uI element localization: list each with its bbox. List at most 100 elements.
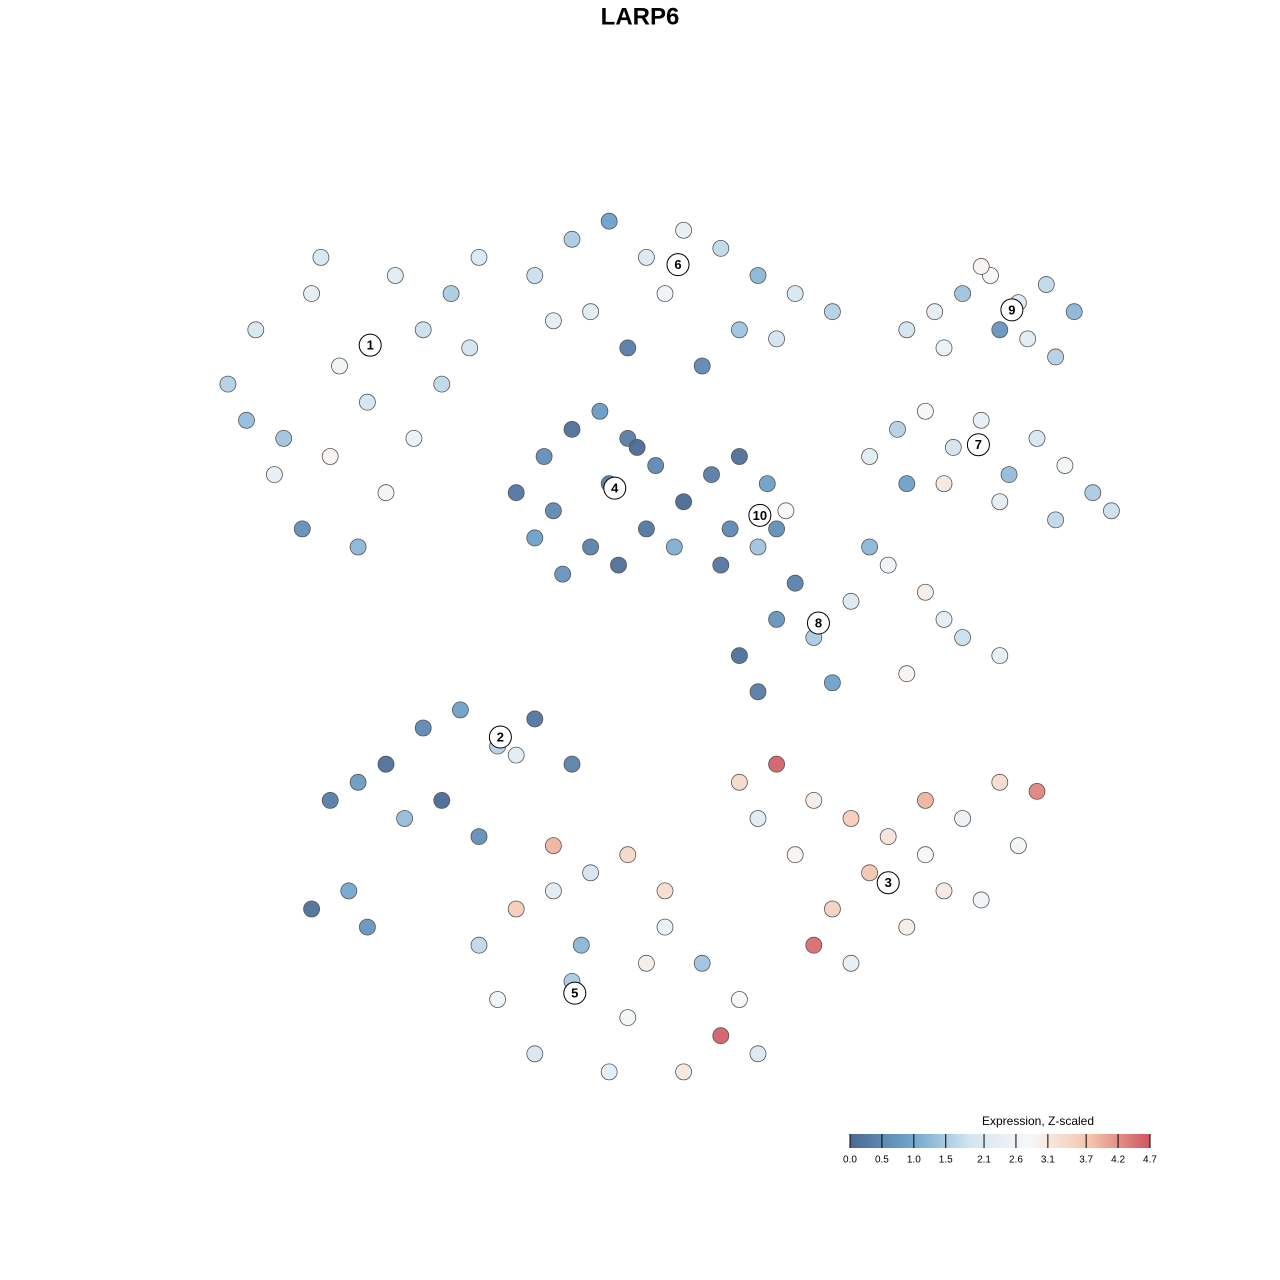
cluster-label: 8	[815, 615, 822, 630]
point	[749, 683, 767, 701]
cluster-label-bg	[603, 476, 627, 500]
point	[917, 846, 934, 864]
point	[563, 230, 581, 248]
cluster-label-bg	[666, 253, 690, 277]
cluster-label-bg	[876, 871, 900, 895]
cluster-label-bg	[1000, 298, 1024, 322]
point	[842, 592, 860, 610]
point	[610, 556, 627, 574]
point	[926, 303, 944, 321]
chart-title: LARP6	[601, 3, 680, 30]
point	[591, 402, 609, 420]
point	[768, 755, 785, 773]
colorbar-tick-label: 4.2	[1111, 1155, 1125, 1166]
point	[675, 1063, 692, 1081]
point	[991, 321, 1009, 339]
point	[470, 248, 488, 266]
point	[358, 918, 376, 936]
cluster-label: 10	[753, 508, 767, 523]
point	[526, 267, 544, 284]
point	[768, 611, 785, 628]
point	[731, 647, 748, 664]
point	[954, 810, 971, 827]
point	[944, 439, 962, 456]
point	[638, 248, 655, 266]
cluster-label: 9	[1008, 302, 1015, 317]
point	[898, 475, 916, 493]
point	[889, 420, 906, 438]
cluster-label: 1	[367, 338, 374, 353]
point	[1056, 457, 1074, 474]
point	[572, 936, 590, 954]
cluster-label-bg	[748, 503, 772, 527]
point	[991, 773, 1009, 791]
point	[954, 629, 971, 646]
point	[656, 918, 674, 936]
colorbar-tick-label: 2.1	[977, 1155, 991, 1166]
cluster-label: 7	[975, 437, 982, 452]
point	[563, 755, 581, 773]
point	[219, 375, 237, 393]
point	[293, 520, 311, 538]
point	[935, 339, 953, 357]
point	[712, 556, 730, 574]
point	[303, 900, 321, 918]
point	[898, 321, 916, 339]
point	[693, 954, 711, 972]
point	[545, 502, 562, 520]
point	[535, 448, 553, 465]
point	[768, 330, 785, 348]
point	[321, 448, 339, 465]
point	[749, 1045, 767, 1063]
point	[489, 991, 507, 1008]
point	[972, 411, 990, 429]
point	[665, 538, 683, 556]
point	[861, 448, 878, 465]
point	[786, 574, 804, 592]
point	[238, 411, 255, 429]
point	[731, 773, 748, 791]
colorbar-title: Expression, Z-scaled	[982, 1114, 1094, 1128]
point	[349, 773, 367, 791]
point	[824, 303, 841, 321]
cluster-label: 3	[885, 875, 892, 890]
cluster-label: 2	[497, 729, 504, 744]
point	[265, 466, 283, 484]
point	[442, 285, 460, 303]
point	[675, 221, 692, 239]
point	[768, 520, 785, 538]
point	[731, 448, 748, 465]
point	[972, 258, 990, 275]
point	[898, 665, 916, 683]
point	[461, 339, 479, 357]
point	[1028, 782, 1046, 800]
point	[638, 520, 655, 538]
point	[1019, 330, 1037, 348]
point	[331, 357, 348, 375]
colorbar-tick-label: 4.7	[1143, 1155, 1157, 1166]
point	[526, 1045, 544, 1063]
point	[786, 285, 804, 303]
point	[749, 538, 767, 556]
point	[675, 493, 692, 511]
point	[1103, 502, 1120, 520]
colorbar-tick-label: 3.7	[1079, 1155, 1093, 1166]
point	[917, 402, 934, 420]
point	[656, 285, 674, 303]
point	[693, 357, 711, 375]
point	[991, 493, 1009, 511]
point	[972, 891, 990, 909]
point	[935, 882, 953, 900]
point	[545, 312, 562, 330]
point	[879, 556, 897, 574]
colorbar-tick-label: 0.5	[875, 1155, 889, 1166]
point	[507, 484, 525, 502]
point	[1010, 837, 1027, 855]
point	[619, 846, 637, 864]
point	[824, 674, 841, 692]
point	[349, 538, 367, 556]
point	[703, 466, 720, 484]
point	[805, 792, 823, 809]
point	[554, 565, 572, 583]
